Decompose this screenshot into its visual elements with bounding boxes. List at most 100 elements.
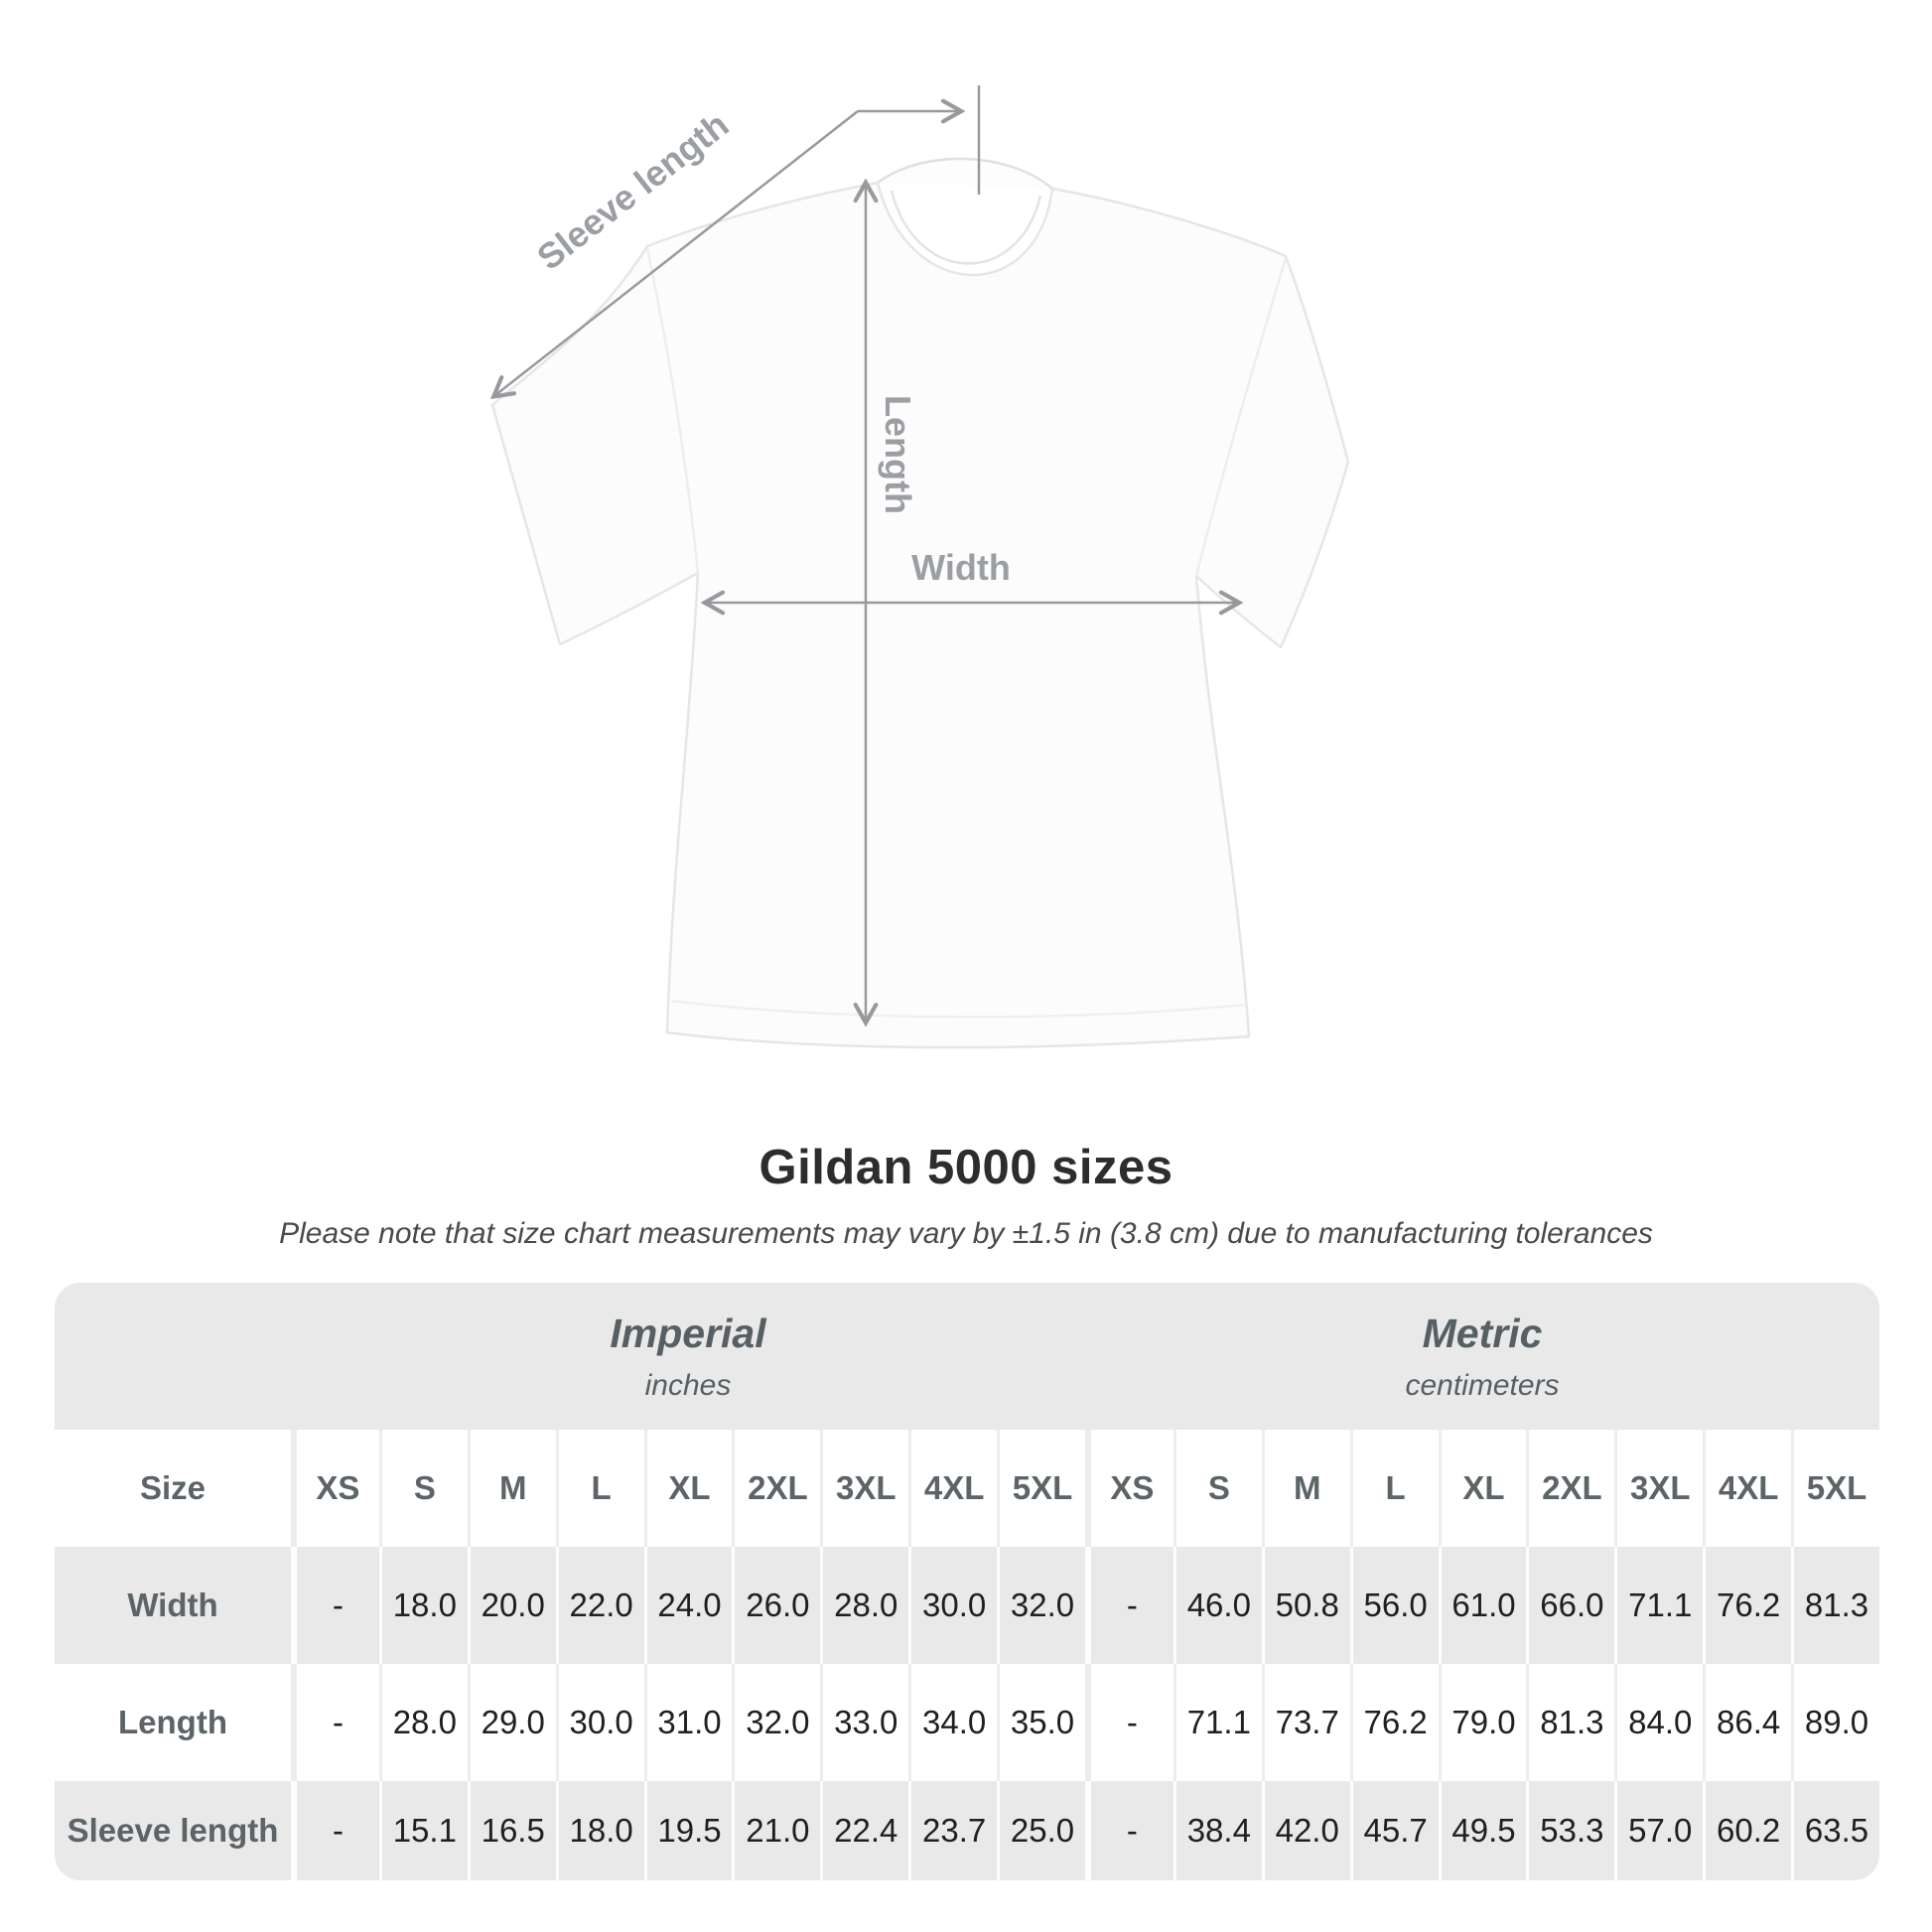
row-label-cell: Length xyxy=(118,1704,227,1740)
size-cell: 5XL xyxy=(1791,1430,1879,1547)
value-cell: 84.0 xyxy=(1614,1664,1703,1781)
value-cell: - xyxy=(1084,1781,1173,1880)
value-cell: 50.8 xyxy=(1261,1547,1350,1664)
value-cell: 81.3 xyxy=(1526,1664,1614,1781)
value-cell: 71.1 xyxy=(1614,1547,1703,1664)
value-cell: - xyxy=(291,1781,379,1880)
size-cell: L xyxy=(555,1430,644,1547)
imperial-group-header: Imperial inches xyxy=(291,1283,1085,1430)
size-cell: XL xyxy=(1438,1430,1527,1547)
size-column-header: Size xyxy=(139,1469,207,1506)
unit-band-corner-spacer xyxy=(55,1283,291,1430)
size-cell: L xyxy=(1349,1430,1439,1547)
length-label: Length xyxy=(878,395,918,514)
value-cell: 24.0 xyxy=(643,1547,733,1664)
size-cell: 2XL xyxy=(1526,1430,1614,1547)
value-cell: 63.5 xyxy=(1791,1781,1879,1880)
table-row: Length -28.0 29.0 30.0 31.0 32.0 33.0 34.0 35.0-… xyxy=(55,1664,1879,1781)
value-cell: 45.7 xyxy=(1349,1781,1439,1880)
value-cell: 53.3 xyxy=(1526,1781,1614,1880)
width-label: Width xyxy=(911,547,1011,588)
value-cell: 22.4 xyxy=(820,1781,908,1880)
value-cell: 15.1 xyxy=(378,1781,468,1880)
value-cell: 81.3 xyxy=(1791,1547,1879,1664)
value-cell: 86.4 xyxy=(1703,1664,1791,1781)
value-cell: 29.0 xyxy=(467,1664,556,1781)
value-cell: 30.0 xyxy=(908,1547,997,1664)
size-cell: 3XL xyxy=(1614,1430,1703,1547)
value-cell: 22.0 xyxy=(555,1547,644,1664)
value-cell: 28.0 xyxy=(820,1547,908,1664)
size-cell: 2XL xyxy=(732,1430,820,1547)
value-cell: 21.0 xyxy=(732,1781,820,1880)
size-cell: S xyxy=(1173,1430,1262,1547)
value-cell: 33.0 xyxy=(820,1664,908,1781)
value-cell: - xyxy=(1084,1664,1173,1781)
value-cell: 34.0 xyxy=(908,1664,997,1781)
size-cell: XS xyxy=(1084,1430,1173,1547)
tshirt-graphic: Sleeve length Length Width xyxy=(489,85,1350,1049)
imperial-unit-label: inches xyxy=(644,1368,732,1402)
value-cell: 73.7 xyxy=(1261,1664,1350,1781)
value-cell: - xyxy=(1084,1547,1173,1664)
measurement-lines xyxy=(489,85,1244,1028)
metric-group-header: Metric centimeters xyxy=(1085,1283,1879,1430)
value-cell: 31.0 xyxy=(643,1664,733,1781)
value-cell: 18.0 xyxy=(378,1547,468,1664)
value-cell: 30.0 xyxy=(555,1664,644,1781)
value-cell: 79.0 xyxy=(1438,1664,1527,1781)
size-cell: 3XL xyxy=(820,1430,908,1547)
value-cell: 46.0 xyxy=(1173,1547,1262,1664)
value-cell: 49.5 xyxy=(1438,1781,1527,1880)
size-cell: 4XL xyxy=(908,1430,997,1547)
value-cell: 26.0 xyxy=(732,1547,820,1664)
size-cell: XL xyxy=(643,1430,733,1547)
chart-heading: Gildan 5000 sizes Please note that size … xyxy=(0,1140,1932,1251)
size-table: Imperial inches Metric centimeters Size X… xyxy=(55,1283,1879,1880)
table-row: Sleeve length -15.1 16.5 18.0 19.5 21.0 22.4 23… xyxy=(55,1781,1879,1880)
page-title: Gildan 5000 sizes xyxy=(759,1141,1173,1194)
size-cell: 5XL xyxy=(997,1430,1085,1547)
value-cell: 18.0 xyxy=(555,1781,644,1880)
size-grid: Size XS S M L XL 2XL 3XL 4XL 5XL XS S M L XL 2XL 3XL 4XL 5… xyxy=(55,1430,1879,1880)
table-row: Size XS S M L XL 2XL 3XL 4XL 5XL XS S M L XL 2XL 3XL 4XL 5… xyxy=(55,1430,1879,1547)
value-cell: 71.1 xyxy=(1173,1664,1262,1781)
size-cell: M xyxy=(467,1430,556,1547)
value-cell: 76.2 xyxy=(1703,1547,1791,1664)
unit-header-band: Imperial inches Metric centimeters xyxy=(55,1283,1879,1430)
table-row: Width -18.0 20.0 22.0 24.0 26.0 28.0 30.0 32.0-4… xyxy=(55,1547,1879,1664)
value-cell: - xyxy=(291,1547,379,1664)
value-cell: 76.2 xyxy=(1349,1664,1439,1781)
metric-unit-label: centimeters xyxy=(1405,1368,1560,1402)
value-cell: 57.0 xyxy=(1614,1781,1703,1880)
page-subtitle: Please note that size chart measurements… xyxy=(279,1217,1653,1250)
row-label-cell: Width xyxy=(127,1587,218,1623)
tshirt-measurement-diagram: Sleeve length Length Width xyxy=(489,85,1350,1049)
value-cell: 23.7 xyxy=(908,1781,997,1880)
row-label-cell: Sleeve length xyxy=(67,1812,279,1849)
sleeve-length-arrow-diagonal xyxy=(489,110,859,400)
value-cell: - xyxy=(291,1664,379,1781)
value-cell: 60.2 xyxy=(1703,1781,1791,1880)
value-cell: 20.0 xyxy=(467,1547,556,1664)
imperial-label: Imperial xyxy=(610,1310,766,1356)
value-cell: 32.0 xyxy=(732,1664,820,1781)
size-cell: 4XL xyxy=(1703,1430,1791,1547)
value-cell: 28.0 xyxy=(378,1664,468,1781)
value-cell: 32.0 xyxy=(997,1547,1085,1664)
value-cell: 66.0 xyxy=(1526,1547,1614,1664)
value-cell: 16.5 xyxy=(467,1781,556,1880)
size-cell: S xyxy=(378,1430,468,1547)
value-cell: 42.0 xyxy=(1261,1781,1350,1880)
metric-label: Metric xyxy=(1422,1310,1543,1356)
size-cell: XS xyxy=(291,1430,379,1547)
value-cell: 25.0 xyxy=(997,1781,1085,1880)
value-cell: 19.5 xyxy=(643,1781,733,1880)
size-cell: M xyxy=(1261,1430,1350,1547)
value-cell: 38.4 xyxy=(1173,1781,1262,1880)
value-cell: 56.0 xyxy=(1349,1547,1439,1664)
value-cell: 35.0 xyxy=(997,1664,1085,1781)
value-cell: 61.0 xyxy=(1438,1547,1527,1664)
tshirt-shape xyxy=(490,157,1350,1049)
value-cell: 89.0 xyxy=(1791,1664,1879,1781)
